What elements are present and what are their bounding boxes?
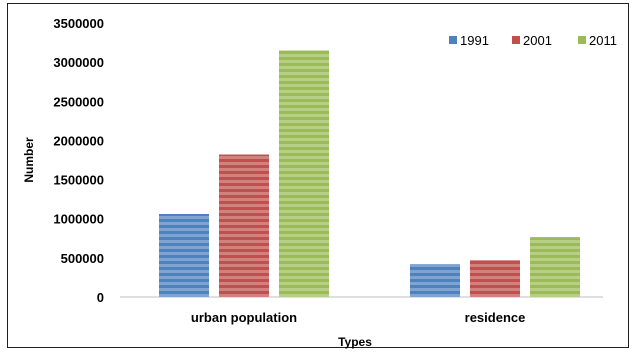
- bar-stripe-overlay: [470, 260, 520, 297]
- x-tick-label: residence: [465, 310, 526, 325]
- y-axis-ticks: 0 500000 1000000 1500000 2000000 2500000 30000…: [53, 16, 104, 305]
- x-axis-title: Types: [338, 335, 372, 349]
- legend-swatch-1991: [449, 36, 457, 44]
- x-tick-label: urban population: [191, 310, 297, 325]
- y-tick-label: 1500000: [53, 173, 104, 188]
- bar-stripe-overlay: [219, 154, 269, 297]
- y-tick-label: 3500000: [53, 16, 104, 31]
- bars: [159, 50, 580, 298]
- y-tick-label: 0: [97, 290, 104, 305]
- y-tick-label: 3000000: [53, 55, 104, 70]
- y-tick-label: 500000: [61, 251, 104, 266]
- y-tick-label: 2500000: [53, 94, 104, 109]
- y-tick-label: 1000000: [53, 212, 104, 227]
- legend-swatch-2001: [512, 36, 520, 44]
- legend-label-2001: 2001: [523, 33, 552, 48]
- y-axis-title: Number: [22, 137, 36, 183]
- bar-stripe-overlay: [530, 237, 580, 297]
- bar-stripe-overlay: [410, 264, 460, 297]
- x-axis-ticks: urban population residence: [191, 310, 525, 325]
- bar-stripe-overlay: [159, 214, 209, 297]
- y-tick-label: 2000000: [53, 133, 104, 148]
- bar-stripe-overlay: [279, 50, 329, 298]
- legend-label-1991: 1991: [460, 33, 489, 48]
- legend-label-2011: 2011: [589, 33, 617, 48]
- legend: 1991 2001 2011: [449, 33, 617, 48]
- legend-swatch-2011: [578, 36, 586, 44]
